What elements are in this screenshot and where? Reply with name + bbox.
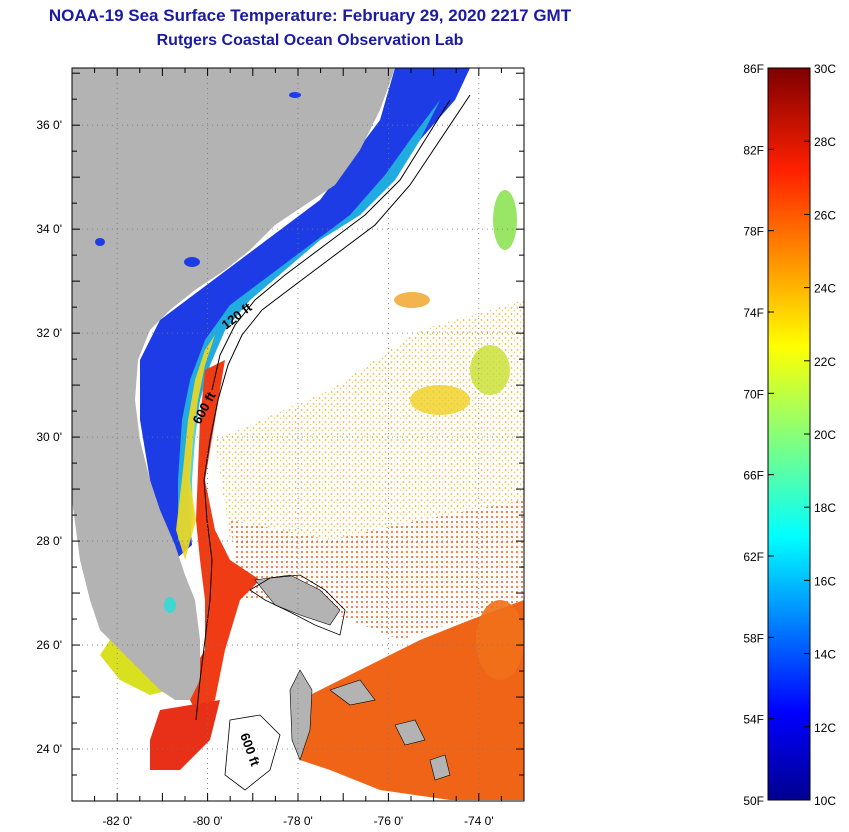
colorbar-c-label: 14C bbox=[814, 648, 836, 662]
south-speckle-region bbox=[230, 500, 524, 640]
graticule bbox=[72, 68, 524, 801]
frame-ticks bbox=[71, 68, 525, 802]
colorbar-c-label: 28C bbox=[814, 135, 836, 149]
colorbar-gradient bbox=[767, 67, 811, 801]
warm-patch bbox=[493, 190, 517, 250]
bahamas-warm-water bbox=[300, 600, 524, 800]
lon-tick-label: -74 0' bbox=[464, 814, 494, 828]
lat-tick-label: 36 0' bbox=[36, 118, 62, 132]
temperature-colorbar: 86F 82F 78F 74F 70F 66F 62F 58F 54F 50F 30C 28C 26C 2… bbox=[743, 62, 836, 808]
map-subtitle: Rutgers Coastal Ocean Observation Lab bbox=[156, 32, 464, 49]
lake bbox=[184, 257, 200, 267]
colorbar-c-label: 26C bbox=[814, 208, 836, 222]
colorbar-c-label: 16C bbox=[814, 574, 836, 588]
depth-contour-600ft bbox=[195, 94, 471, 721]
land-mass bbox=[72, 68, 395, 700]
lake bbox=[95, 238, 105, 246]
colorbar-f-label: 62F bbox=[743, 550, 764, 564]
depth-contour-120ft bbox=[211, 99, 451, 391]
lon-tick-label: -78 0' bbox=[283, 814, 313, 828]
bahamas-island bbox=[394, 719, 426, 746]
lat-tick-label: 32 0' bbox=[36, 326, 62, 340]
lat-tick-label: 28 0' bbox=[36, 534, 62, 548]
colorbar-c-label: 20C bbox=[814, 428, 836, 442]
sst-map: 120 ft 600 ft 600 ft 36 0'34 0'32 0'30 0… bbox=[36, 67, 525, 828]
lake bbox=[289, 92, 301, 98]
colorbar-c-label: 24C bbox=[814, 282, 836, 296]
lake bbox=[164, 597, 176, 613]
colorbar-f-label: 74F bbox=[743, 306, 764, 320]
cold-shelf-water bbox=[140, 68, 470, 560]
depth-contour-bahamas bbox=[249, 574, 346, 636]
colorbar-f-label: 78F bbox=[743, 225, 764, 239]
gulf-stream bbox=[150, 360, 260, 730]
bahamas-island bbox=[329, 679, 376, 706]
warm-patch bbox=[476, 600, 524, 680]
lat-tick-label: 24 0' bbox=[36, 742, 62, 756]
warm-patch bbox=[394, 292, 430, 308]
colorbar-f-label: 70F bbox=[743, 387, 764, 401]
warm-patch bbox=[470, 345, 510, 395]
depth-contour-south bbox=[224, 714, 281, 791]
bahamas-island bbox=[429, 754, 451, 781]
colorbar-f-label: 82F bbox=[743, 143, 764, 157]
lon-tick-label: -76 0' bbox=[374, 814, 404, 828]
map-title: NOAA-19 Sea Surface Temperature: Februar… bbox=[48, 6, 572, 25]
colorbar-f-label: 54F bbox=[743, 713, 764, 727]
colorbar-c-label: 10C bbox=[814, 794, 836, 808]
cyan-shelf-edge bbox=[178, 100, 440, 545]
lon-tick-label: -82 0' bbox=[102, 814, 132, 828]
colorbar-c-label: 12C bbox=[814, 721, 836, 735]
lat-tick-label: 26 0' bbox=[36, 638, 62, 652]
florida-keys-warm bbox=[150, 700, 220, 770]
colorbar-f-label: 58F bbox=[743, 631, 764, 645]
yellow-shelf-edge bbox=[176, 335, 215, 560]
lon-tick-label: -80 0' bbox=[193, 814, 223, 828]
colorbar-f-label: 66F bbox=[743, 469, 764, 483]
colorbar-c-label: 18C bbox=[814, 501, 836, 515]
lat-tick-label: 34 0' bbox=[36, 222, 62, 236]
colorbar-f-label: 86F bbox=[743, 62, 764, 76]
colorbar-c-label: 22C bbox=[814, 355, 836, 369]
colorbar-f-label: 50F bbox=[743, 794, 764, 808]
bahamas-island bbox=[289, 669, 313, 761]
colorbar-c-label: 30C bbox=[814, 62, 836, 76]
warm-patch bbox=[410, 385, 470, 415]
lat-tick-label: 30 0' bbox=[36, 430, 62, 444]
